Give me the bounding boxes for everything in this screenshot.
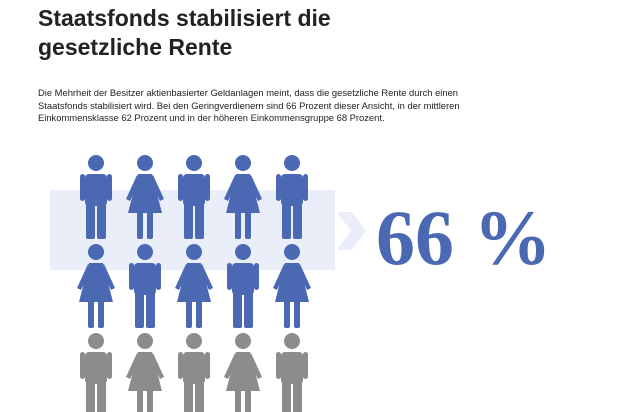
person-icon xyxy=(77,244,115,328)
person-icon xyxy=(80,155,112,239)
person-icon xyxy=(227,244,259,328)
person-icon xyxy=(126,333,164,412)
person-icon xyxy=(80,333,112,412)
person-icon xyxy=(273,244,311,328)
person-icon xyxy=(276,333,308,412)
person-icon xyxy=(224,333,262,412)
chart-title: Staatsfonds stabilisiert die gesetzliche… xyxy=(38,5,331,60)
arrow xyxy=(337,212,366,250)
person-icon xyxy=(126,155,164,239)
person-icon xyxy=(175,244,213,328)
person-icon xyxy=(178,333,210,412)
chart-subtitle: Die Mehrheit der Besitzer aktienbasierte… xyxy=(38,87,460,123)
person-icon xyxy=(276,155,308,239)
person-icon xyxy=(224,155,262,239)
person-icon xyxy=(178,155,210,239)
value-label: 66 % xyxy=(376,194,552,281)
person-icon xyxy=(129,244,161,328)
